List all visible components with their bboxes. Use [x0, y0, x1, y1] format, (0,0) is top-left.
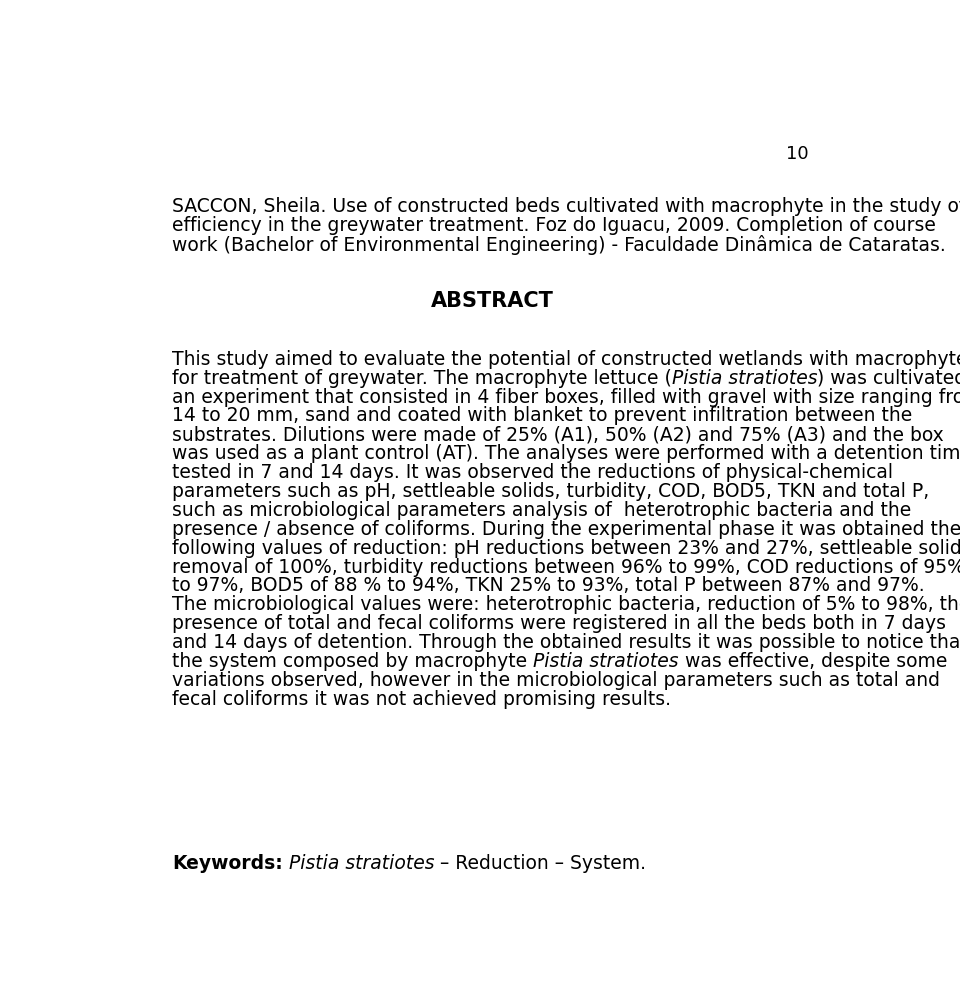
Text: such as microbiological parameters analysis of  heterotrophic bacteria and the: such as microbiological parameters analy… [172, 500, 911, 520]
Text: – Reduction – System.: – Reduction – System. [434, 854, 646, 873]
Text: 10: 10 [785, 145, 808, 163]
Text: presence / absence of coliforms. During the experimental phase it was obtained t: presence / absence of coliforms. During … [172, 520, 960, 539]
Text: efficiency in the greywater treatment. Foz do Iguacu, 2009. Completion of course: efficiency in the greywater treatment. F… [172, 216, 936, 235]
Text: was effective, despite some: was effective, despite some [679, 652, 948, 671]
Text: removal of 100%, turbidity reductions between 96% to 99%, COD reductions of 95%: removal of 100%, turbidity reductions be… [172, 558, 960, 577]
Text: substrates. Dilutions were made of 25% (A1), 50% (A2) and 75% (A3) and the box: substrates. Dilutions were made of 25% (… [172, 425, 944, 444]
Text: ) was cultivated in: ) was cultivated in [818, 368, 960, 387]
Text: Pistia stratiotes: Pistia stratiotes [533, 652, 679, 671]
Text: parameters such as pH, settleable solids, turbidity, COD, BOD5, TKN and total P,: parameters such as pH, settleable solids… [172, 482, 929, 500]
Text: to 97%, BOD5 of 88 % to 94%, TKN 25% to 93%, total P between 87% and 97%.: to 97%, BOD5 of 88 % to 94%, TKN 25% to … [172, 577, 924, 596]
Text: was used as a plant control (AT). The analyses were performed with a detention t: was used as a plant control (AT). The an… [172, 444, 960, 463]
Text: Pistia stratiotes: Pistia stratiotes [672, 368, 818, 387]
Text: presence of total and fecal coliforms were registered in all the beds both in 7 : presence of total and fecal coliforms we… [172, 615, 947, 634]
Text: work (Bachelor of Environmental Engineering) - Faculdade Dinâmica de Cataratas.: work (Bachelor of Environmental Engineer… [172, 235, 946, 255]
Text: Keywords:: Keywords: [172, 854, 283, 873]
Text: tested in 7 and 14 days. It was observed the reductions of physical-chemical: tested in 7 and 14 days. It was observed… [172, 463, 893, 482]
Text: 14 to 20 mm, sand and coated with blanket to prevent infiltration between the: 14 to 20 mm, sand and coated with blanke… [172, 406, 912, 425]
Text: ABSTRACT: ABSTRACT [431, 291, 553, 311]
Text: SACCON, Sheila. Use of constructed beds cultivated with macrophyte in the study : SACCON, Sheila. Use of constructed beds … [172, 197, 960, 216]
Text: The microbiological values were: heterotrophic bacteria, reduction of 5% to 98%,: The microbiological values were: heterot… [172, 596, 960, 615]
Text: for treatment of greywater. The macrophyte lettuce (: for treatment of greywater. The macrophy… [172, 368, 672, 387]
Text: This study aimed to evaluate the potential of constructed wetlands with macrophy: This study aimed to evaluate the potenti… [172, 349, 960, 368]
Text: an experiment that consisted in 4 fiber boxes, filled with gravel with size rang: an experiment that consisted in 4 fiber … [172, 387, 960, 406]
Text: and 14 days of detention. Through the obtained results it was possible to notice: and 14 days of detention. Through the ob… [172, 633, 960, 652]
Text: the system composed by macrophyte: the system composed by macrophyte [172, 652, 533, 671]
Text: following values of reduction: pH reductions between 23% and 27%, settleable sol: following values of reduction: pH reduct… [172, 539, 960, 558]
Text: fecal coliforms it was not achieved promising results.: fecal coliforms it was not achieved prom… [172, 690, 671, 709]
Text: variations observed, however in the microbiological parameters such as total and: variations observed, however in the micr… [172, 671, 940, 690]
Text: Pistia stratiotes: Pistia stratiotes [283, 854, 434, 873]
